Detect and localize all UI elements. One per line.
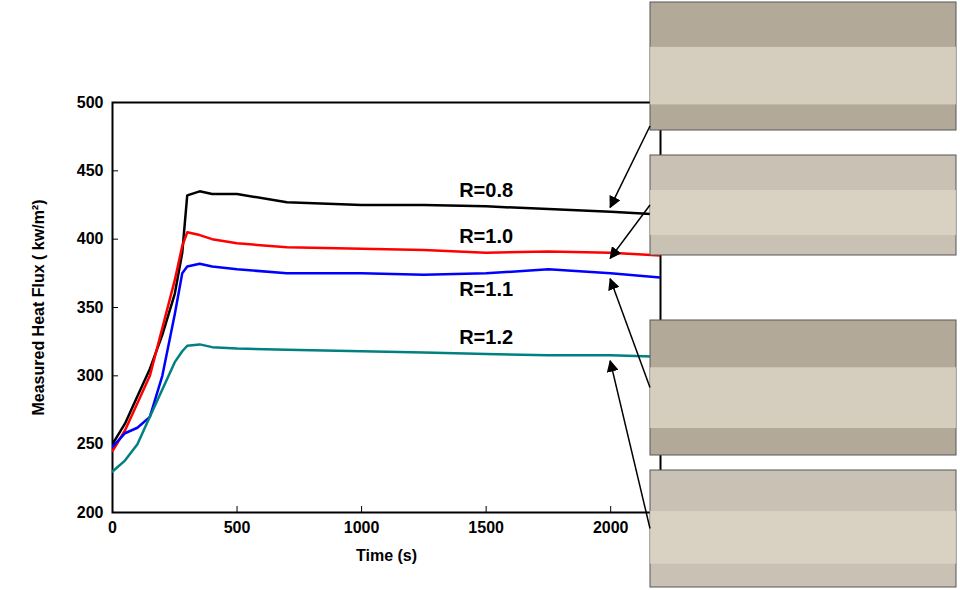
svg-text:1000: 1000 (344, 519, 380, 536)
svg-text:0: 0 (108, 519, 117, 536)
svg-text:250: 250 (77, 435, 104, 452)
svg-text:200: 200 (77, 504, 104, 521)
svg-text:350: 350 (77, 299, 104, 316)
svg-text:R=1.0: R=1.0 (459, 225, 513, 247)
svg-text:450: 450 (77, 162, 104, 179)
svg-text:300: 300 (77, 367, 104, 384)
svg-text:R=1.1: R=1.1 (459, 278, 513, 300)
svg-text:2000: 2000 (593, 519, 629, 536)
svg-text:500: 500 (224, 519, 251, 536)
svg-text:R=1.2: R=1.2 (459, 326, 513, 348)
svg-text:400: 400 (77, 230, 104, 247)
svg-text:Measured Heat Flux ( kw/m²): Measured Heat Flux ( kw/m²) (30, 199, 47, 415)
svg-text:500: 500 (77, 94, 104, 111)
svg-text:1500: 1500 (468, 519, 504, 536)
svg-text:Time (s): Time (s) (356, 547, 417, 564)
svg-text:R=0.8: R=0.8 (459, 179, 513, 201)
